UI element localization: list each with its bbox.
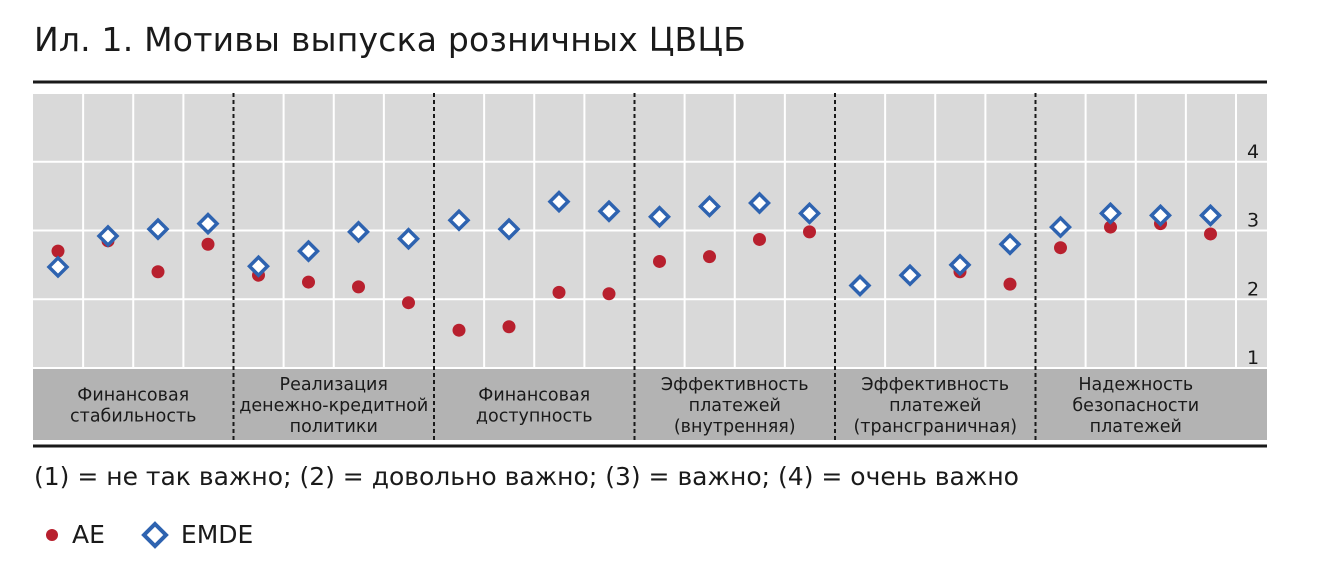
emde-point (748, 191, 771, 215)
ae-point (653, 254, 666, 268)
emde-point (347, 220, 370, 244)
category-label-line: платежей (689, 396, 781, 416)
emde-point (447, 208, 471, 232)
legend: AE EMDE (44, 520, 289, 549)
emde-point (597, 199, 621, 223)
ae-point (753, 232, 766, 246)
emde-point (848, 274, 872, 297)
y-tick-label: 3 (1247, 210, 1259, 232)
legend-label-ae: AE (72, 520, 105, 549)
emde-point (1149, 203, 1172, 227)
emde-point (1049, 215, 1072, 239)
emde-point (196, 212, 220, 236)
ae-point (552, 285, 566, 299)
importance-scale-caption: (1) = не так важно; (2) = довольно важно… (34, 462, 1019, 491)
ae-point (151, 265, 165, 279)
emde-point (547, 190, 571, 214)
category-label-line: платежей (889, 396, 981, 416)
ae-point (602, 287, 616, 301)
emde-point (698, 194, 721, 218)
category-label-line: доступность (476, 407, 593, 427)
emde-point (297, 239, 320, 263)
category-label: Надежность безопасности платежей (1072, 375, 1199, 437)
ae-point (51, 244, 65, 258)
ae-point (352, 280, 365, 294)
ae-point (1054, 241, 1067, 255)
category-label-line: Реализация (280, 375, 388, 395)
category-label: Финансовая доступность (476, 386, 593, 427)
emde-point (247, 254, 270, 278)
legend-label-emde: EMDE (180, 520, 254, 549)
category-label-line: Финансовая (478, 386, 590, 406)
emde-point (397, 227, 420, 251)
category-label: Финансовая стабильность (70, 386, 196, 427)
ae-point (1003, 277, 1017, 291)
y-tick-label: 2 (1247, 278, 1259, 300)
ae-point (1204, 227, 1217, 241)
ae-point (452, 323, 466, 337)
emde-point (46, 255, 70, 279)
ae-point (1104, 220, 1117, 234)
category-label-line: (трансграничная) (853, 417, 1017, 437)
category-label-line: Финансовая (77, 386, 189, 406)
category-label-line: Надежность (1078, 375, 1193, 395)
category-label-line: платежей (1090, 417, 1182, 437)
legend-marker-emde (141, 520, 169, 549)
category-label-line: Эффективность (661, 375, 809, 395)
ae-point (803, 225, 816, 239)
y-tick-label: 1 (1247, 347, 1259, 369)
category-label-line: безопасности (1072, 396, 1199, 416)
category-label: Реализация денежно-кредитной политики (239, 375, 428, 437)
y-tick-label: 4 (1247, 141, 1259, 163)
legend-item-ae: AE (44, 520, 105, 549)
category-label: Эффективность платежей (трансграничная) (853, 375, 1017, 437)
legend-marker-ae (46, 528, 58, 541)
emde-point (1199, 203, 1222, 227)
emde-point (96, 224, 120, 248)
emde-point (898, 263, 922, 287)
ae-point (201, 237, 215, 251)
emde-point (798, 201, 821, 225)
emde-point (998, 232, 1022, 256)
category-label-line: стабильность (70, 407, 196, 427)
emde-point (948, 253, 972, 277)
ae-point (502, 320, 516, 334)
category-label-line: (внутренняя) (674, 417, 796, 437)
category-label-line: денежно-кредитной (239, 396, 428, 416)
ae-point (703, 250, 716, 264)
category-label-line: политики (290, 417, 378, 437)
legend-item-emde: EMDE (141, 520, 253, 549)
emde-point (146, 217, 170, 241)
ae-point (402, 296, 415, 310)
category-label-band (33, 368, 1267, 440)
category-label: Эффективность платежей (внутренняя) (661, 375, 809, 437)
emde-point (497, 217, 521, 241)
emde-point (648, 205, 671, 229)
emde-point (1099, 201, 1122, 225)
ae-point (302, 275, 315, 289)
category-label-line: Эффективность (861, 375, 1009, 395)
chart-title: Ил. 1. Мотивы выпуска розничных ЦВЦБ (34, 20, 747, 59)
